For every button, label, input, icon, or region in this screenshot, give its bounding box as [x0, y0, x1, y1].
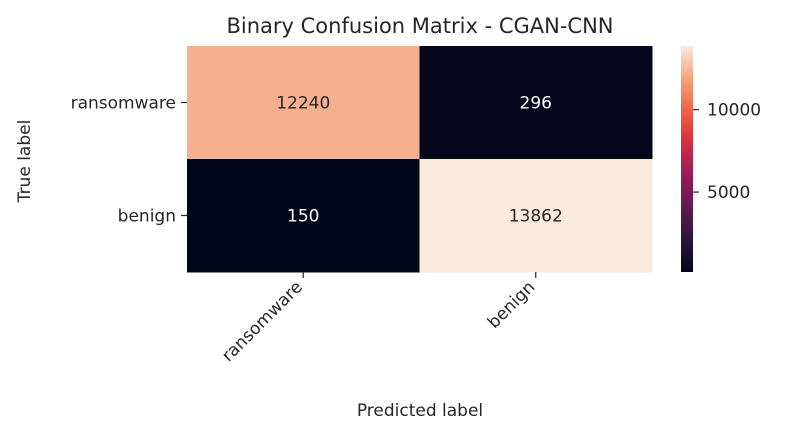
colorbar-tick-label: 5000 [707, 183, 750, 203]
colorbar [681, 46, 693, 272]
y-axis: ransomware benign [71, 94, 187, 227]
heatmap-cell [187, 159, 420, 273]
x-tick-label: benign [484, 277, 539, 332]
y-tick-label: ransomware [71, 94, 176, 114]
cell-value-label: 13862 [509, 207, 563, 227]
cell-value-label: 150 [287, 207, 319, 227]
heatmap-cells [187, 46, 653, 273]
x-tick-label: ransomware [218, 277, 307, 366]
y-axis-label: True label [15, 120, 35, 204]
chart-title: Binary Confusion Matrix - CGAN-CNN [226, 14, 613, 38]
cell-value-label: 296 [520, 94, 552, 114]
x-axis: ransomware benign [218, 272, 539, 366]
heatmap-cell [419, 46, 653, 160]
colorbar-ticks: 5000 10000 [693, 101, 761, 203]
colorbar-tick-label: 10000 [707, 101, 761, 121]
heatmap-cell-labels: 12240 296 150 13862 [276, 94, 563, 227]
cell-value-label: 12240 [276, 94, 330, 114]
heatmap-cell [419, 159, 653, 273]
x-axis-label: Predicted label [357, 401, 483, 421]
y-tick-label: benign [118, 207, 176, 227]
heatmap-cell [187, 46, 420, 160]
